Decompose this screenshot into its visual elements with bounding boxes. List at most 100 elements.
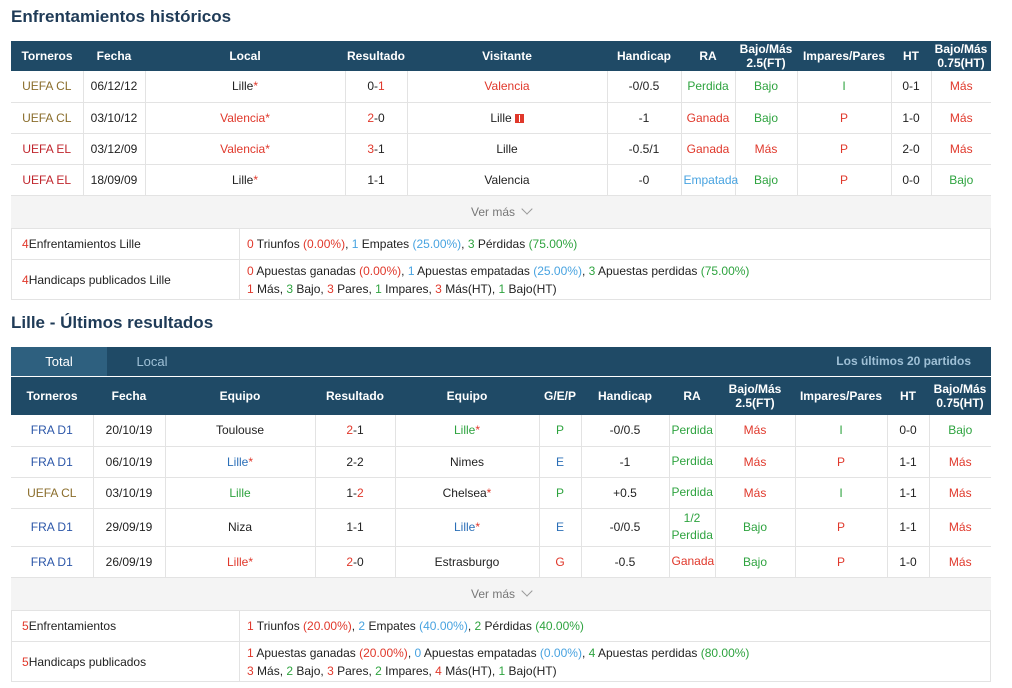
handicap-cell: -0/0.5 (581, 415, 670, 447)
header-line: Bajo/Más (728, 382, 782, 396)
win-pct: (20.00%) (303, 619, 352, 633)
result-cell[interactable]: 1-1 (345, 164, 408, 196)
column-header: Bajo/Más 2.5(FT) (715, 377, 795, 415)
summary-label-text: Handicaps publicados (28, 654, 147, 669)
ou-ft-cell-text: Bajo (742, 554, 768, 569)
ou-ft-cell-text: Bajo (753, 172, 779, 187)
odd-even-cell: P (797, 133, 892, 165)
result-cell[interactable]: 2-1 (315, 415, 396, 447)
summary-label-text: Handicaps publicados Lille (28, 272, 171, 287)
ht-cell-text: 0-0 (899, 423, 917, 438)
date-cell-text: 03/10/19 (105, 485, 153, 500)
ra-text: Perdida (671, 485, 713, 499)
draw-label: Apuestas empatadas (421, 645, 540, 660)
team-name: Valencia (484, 79, 530, 94)
draw-count: 2 (358, 619, 366, 633)
home-team-cell[interactable]: Lille* (145, 71, 346, 103)
table-row: FRA D1 06/10/19 Lille* 2-2 Nimes E -1 Perdida Má… (11, 446, 991, 478)
away-team-cell[interactable]: Valencia (407, 71, 608, 103)
tournament-cell[interactable]: UEFA CL (11, 71, 84, 103)
last-20-label: Los últimos 20 partidos (836, 354, 971, 368)
home-team-cell[interactable]: Lille (165, 477, 316, 509)
handicap-cell: -0.5/1 (607, 133, 682, 165)
win-pct: (20.00%) (359, 645, 408, 660)
summary-value: 0 Apuestas ganadas (0.00%), 1 Apuestas e… (240, 260, 990, 299)
tournament-cell[interactable]: UEFA CL (11, 102, 84, 134)
score-home: 2 (367, 110, 374, 125)
summary-label-text: Enfrentamientos Lille (28, 237, 141, 251)
away-team-cell[interactable]: Lille* (395, 508, 540, 547)
tournament-cell[interactable]: UEFA EL (11, 133, 84, 165)
last-ver-mas-button[interactable]: Ver más (11, 578, 991, 610)
score-away: 1 (378, 141, 385, 156)
draw-count: 1 (351, 237, 359, 251)
ht-cell: 1-0 (887, 546, 930, 578)
away-team-cell[interactable]: Valencia (407, 164, 608, 196)
home-team-cell[interactable]: Lille* (165, 546, 316, 578)
home-team-cell[interactable]: Lille* (145, 164, 346, 196)
tournament-cell[interactable]: FRA D1 (11, 546, 94, 578)
summary-value: 1 Triunfos (20.00%), 2 Empates (40.00%),… (240, 611, 990, 641)
tournament-cell[interactable]: UEFA CL (11, 477, 94, 509)
away-team-cell[interactable]: Chelsea* (395, 477, 540, 509)
date-cell: 03/12/09 (83, 133, 146, 165)
ou-count: 3 (327, 663, 334, 678)
date-cell: 03/10/19 (93, 477, 166, 509)
result-cell[interactable]: 2-0 (345, 102, 408, 134)
draw-pct: (40.00%) (419, 619, 468, 633)
result-cell[interactable]: 0-1 (345, 71, 408, 103)
loss-count: 4 (588, 645, 596, 660)
table-row: UEFA EL 03/12/09 Valencia* 3-1 Lille -0.5/1 Ga… (11, 133, 991, 165)
tab-local[interactable]: Local (136, 354, 168, 369)
ou-line: 3 Más, 2 Bajo, 3 Pares, 2 Impares, 4 Más… (247, 662, 990, 680)
tournament-cell-text: FRA D1 (30, 554, 73, 569)
away-team-cell[interactable]: Lille (407, 102, 608, 134)
tab-total[interactable]: Total (11, 347, 107, 376)
ht-cell-text: 1-1 (899, 485, 917, 500)
away-team-cell[interactable]: Nimes (395, 446, 540, 478)
ra-cell: Perdida (669, 477, 716, 509)
result-cell[interactable]: 1-1 (315, 508, 396, 547)
away-team-cell[interactable]: Estrasburgo (395, 546, 540, 578)
loss-pct: (40.00%) (535, 619, 584, 633)
summary-count: 5 (22, 654, 29, 669)
handicap-cell-text: +0.5 (613, 485, 637, 500)
last-tabbar: Total Local Los últimos 20 partidos (11, 347, 991, 376)
result-cell[interactable]: 3-1 (345, 133, 408, 165)
home-team-cell[interactable]: Niza (165, 508, 316, 547)
win-pct: (0.00%) (359, 263, 402, 278)
ou-ht-cell: Bajo (931, 164, 991, 196)
win-count: 1 (247, 645, 254, 660)
column-header: Visitante (407, 41, 607, 71)
result-cell[interactable]: 1-2 (315, 477, 396, 509)
result-cell[interactable]: 2-0 (315, 546, 396, 578)
result-cell[interactable]: 2-2 (315, 446, 396, 478)
home-team-cell[interactable]: Valencia* (145, 133, 346, 165)
h2h-table: Torneros Fecha Local Resultado Visitante Hand… (11, 41, 991, 196)
score-away: 1 (378, 172, 385, 187)
header-line: 0.75(HT) (936, 396, 984, 410)
home-team-cell[interactable]: Lille* (165, 446, 316, 478)
tournament-cell[interactable]: FRA D1 (11, 415, 94, 447)
tournament-cell[interactable]: UEFA EL (11, 164, 84, 196)
away-team-cell[interactable]: Lille (407, 133, 608, 165)
ou-count: 4 (435, 663, 442, 678)
h2h-ver-mas-button[interactable]: Ver más (11, 196, 991, 228)
score-sep: - (353, 554, 357, 569)
draw-label: Empates (358, 237, 413, 251)
date-cell-text: 18/09/09 (90, 172, 138, 187)
odd-even-cell: I (797, 71, 892, 103)
tournament-cell-text: UEFA EL (22, 141, 72, 156)
home-star-icon: * (253, 172, 259, 187)
column-header: Equipo (395, 377, 539, 415)
tournament-cell[interactable]: FRA D1 (11, 446, 94, 478)
gep-cell: G (539, 546, 582, 578)
ou-ht-cell-text: Bajo (948, 423, 973, 438)
home-team-cell[interactable]: Toulouse (165, 415, 316, 447)
h2h-summary: 4 Enfrentamientos Lille 0 Triunfos (0.00%… (11, 228, 991, 300)
sep: , (467, 619, 475, 633)
summary-count: 4 (22, 272, 29, 287)
away-team-cell[interactable]: Lille* (395, 415, 540, 447)
tournament-cell[interactable]: FRA D1 (11, 508, 94, 547)
home-team-cell[interactable]: Valencia* (145, 102, 346, 134)
